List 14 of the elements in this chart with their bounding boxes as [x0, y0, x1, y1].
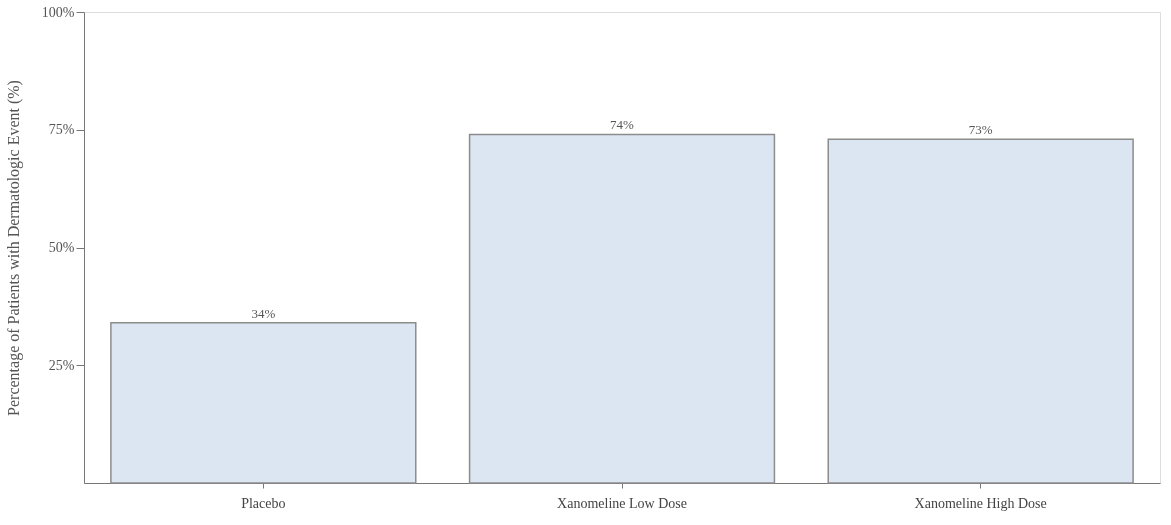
y-tick-label: 25% — [48, 357, 75, 373]
y-tick-label: 100% — [41, 4, 75, 20]
y-tick-label: 75% — [48, 122, 75, 138]
x-tick-label: Xanomeline Low Dose — [557, 495, 687, 511]
bar — [827, 138, 1134, 484]
data-label: 34% — [251, 305, 276, 321]
x-tick-label: Placebo — [241, 495, 286, 511]
data-label: 74% — [610, 117, 635, 133]
y-tick-label: 50% — [48, 240, 75, 255]
x-tick-label: Xanomeline High Dose — [914, 495, 1047, 511]
y-axis-title: Percentage of Patients with Dermatologic Event (%) — [4, 80, 23, 416]
data-label: 73% — [968, 122, 993, 138]
bar — [110, 322, 417, 484]
bar — [468, 133, 776, 484]
